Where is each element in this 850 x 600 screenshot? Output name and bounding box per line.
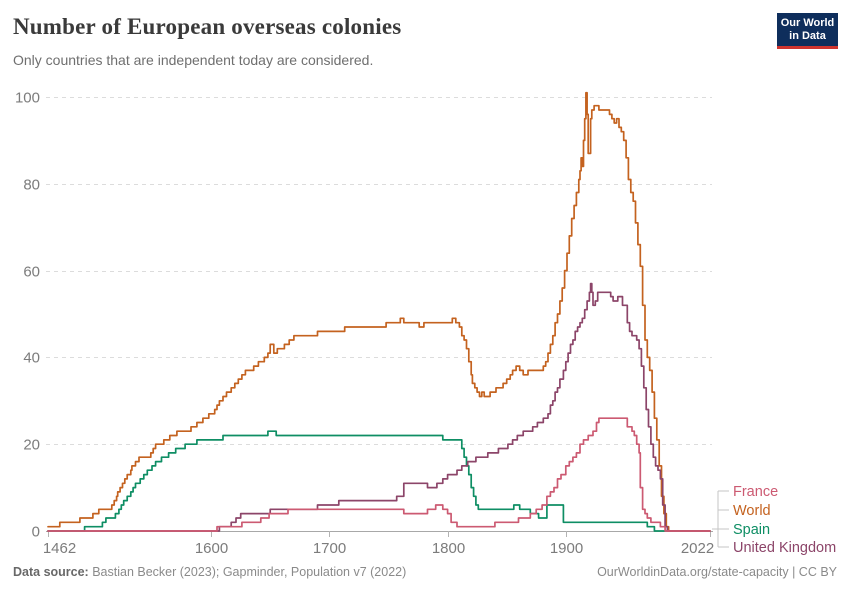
series-lines bbox=[47, 91, 711, 532]
x-tick-label-2022: 2022 bbox=[681, 540, 714, 557]
y-tick-label-60: 60 bbox=[23, 264, 40, 281]
x-tick-label-1900: 1900 bbox=[550, 540, 583, 557]
chart-footer: Data source: Bastian Becker (2023); Gapm… bbox=[13, 565, 837, 579]
x-tick-label-1462: 1462 bbox=[43, 540, 76, 557]
legend-item-united-kingdom[interactable]: United Kingdom bbox=[733, 540, 836, 556]
legend-connector-trunk bbox=[712, 491, 719, 547]
legend-item-world[interactable]: World bbox=[733, 503, 771, 519]
data-source-label: Data source: bbox=[13, 565, 89, 579]
owid-logo[interactable]: Our World in Data bbox=[777, 13, 838, 49]
data-source: Data source: Bastian Becker (2023); Gapm… bbox=[13, 565, 406, 579]
x-axis: 1462 1600 1700 1800 1900 2022 bbox=[43, 531, 714, 557]
legend: France World Spain United Kingdom bbox=[712, 484, 836, 556]
gridlines bbox=[46, 97, 712, 445]
page-title: Number of European overseas colonies bbox=[13, 14, 402, 39]
chart-subtitle: Only countries that are independent toda… bbox=[13, 52, 374, 68]
x-tick-label-1800: 1800 bbox=[432, 540, 465, 557]
owid-logo-line1: Our World bbox=[780, 17, 835, 29]
legend-item-france[interactable]: France bbox=[733, 484, 778, 500]
series-line-spain[interactable] bbox=[47, 430, 711, 532]
owid-logo-line2: in Data bbox=[789, 30, 826, 42]
y-tick-label-40: 40 bbox=[23, 350, 40, 367]
y-axis: 0 20 40 60 80 100 bbox=[15, 90, 40, 541]
y-tick-label-0: 0 bbox=[32, 524, 40, 541]
y-tick-label-20: 20 bbox=[23, 437, 40, 454]
y-tick-label-100: 100 bbox=[15, 90, 40, 107]
series-line-united-kingdom[interactable] bbox=[47, 282, 711, 532]
data-source-text: Bastian Becker (2023); Gapminder, Popula… bbox=[88, 565, 407, 579]
series-line-world[interactable] bbox=[47, 91, 711, 532]
y-tick-label-80: 80 bbox=[23, 177, 40, 194]
legend-item-spain[interactable]: Spain bbox=[733, 522, 770, 538]
footer-link: OurWorldinData.org/state-capacity | CC B… bbox=[597, 565, 837, 579]
x-tick-label-1600: 1600 bbox=[195, 540, 228, 557]
series-line-france[interactable] bbox=[47, 417, 711, 532]
x-tick-label-1700: 1700 bbox=[313, 540, 346, 557]
